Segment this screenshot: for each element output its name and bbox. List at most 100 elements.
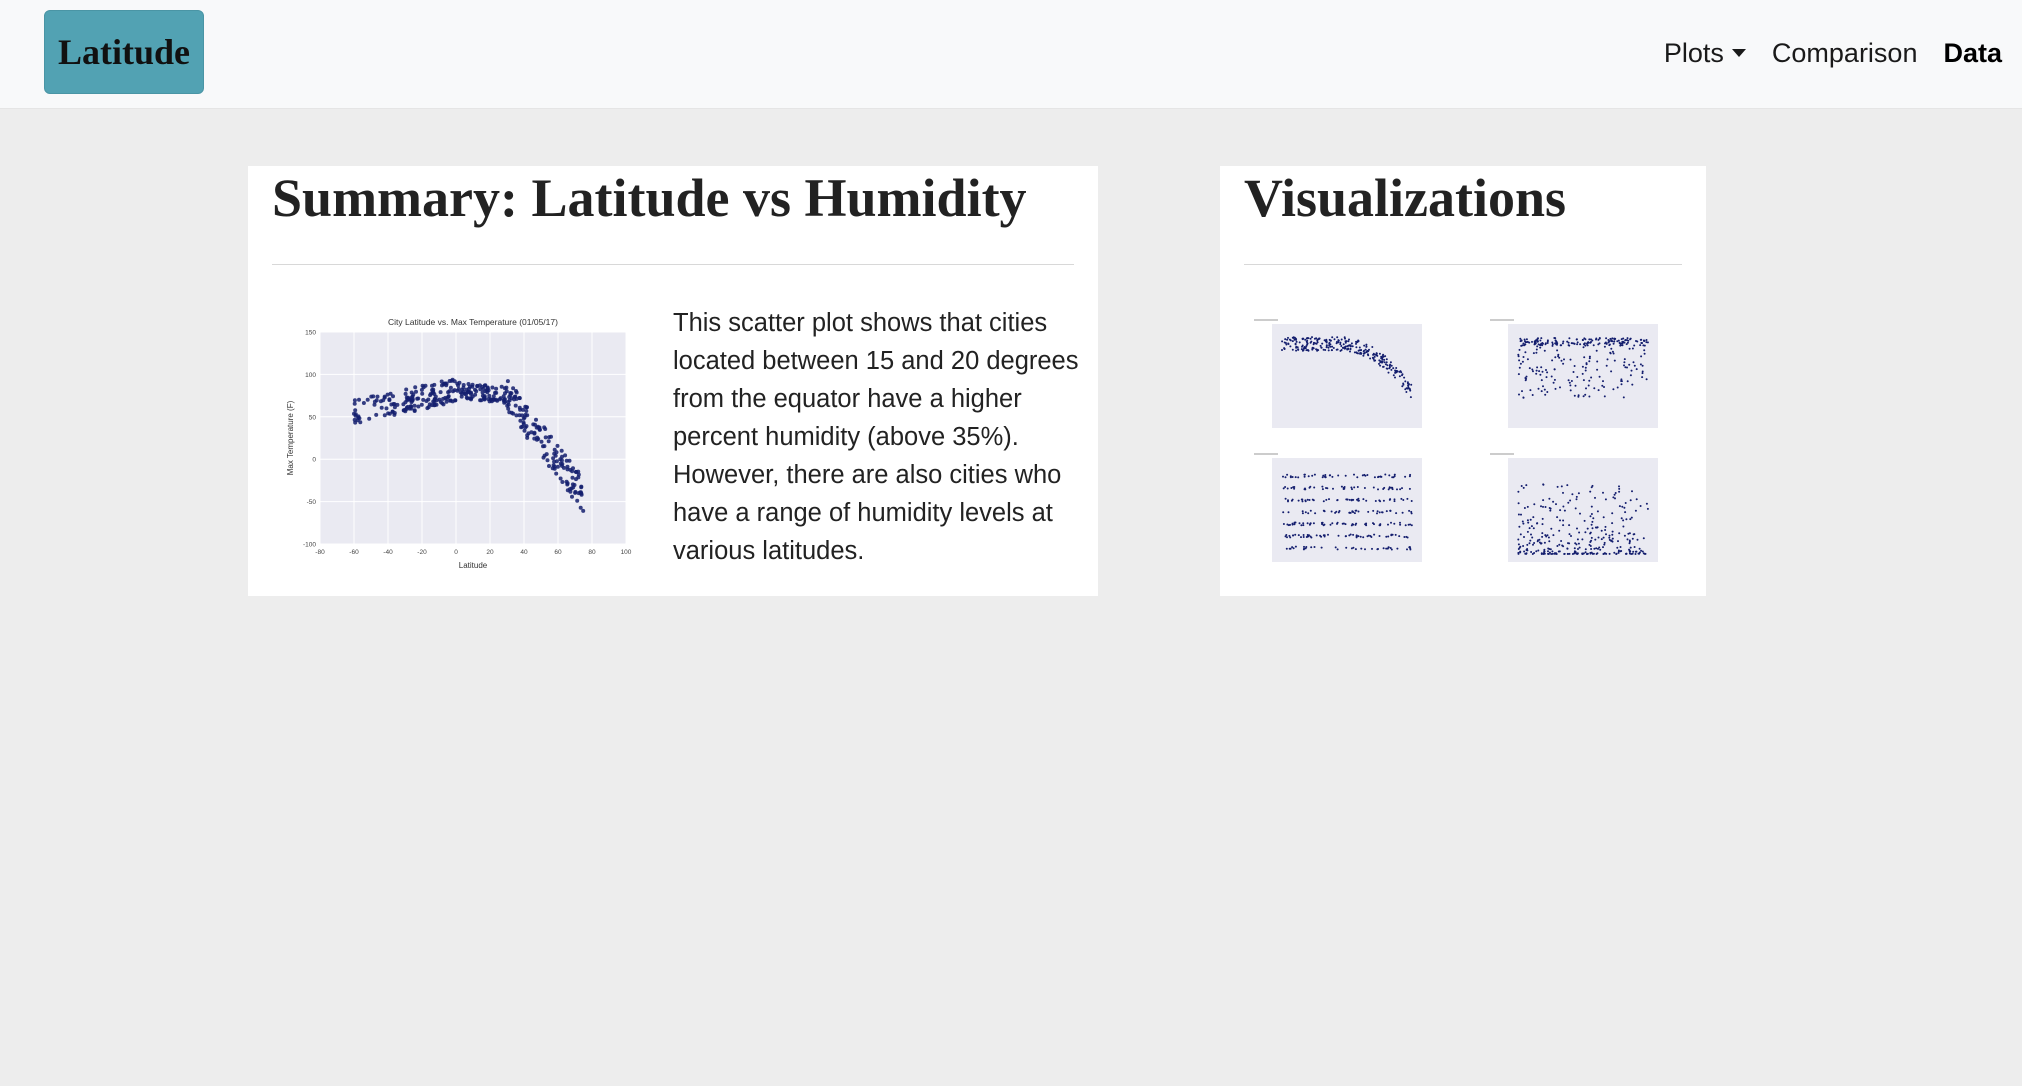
thumbnail-point [1518, 546, 1521, 549]
thumbnail-point [1629, 374, 1632, 377]
scatter-point [520, 424, 525, 429]
scatter-point [402, 408, 406, 413]
thumbnail-point [1357, 499, 1360, 502]
scatter-point [485, 385, 490, 390]
thumbnail-point [1519, 362, 1522, 365]
thumbnail-point [1590, 505, 1593, 508]
thumbnail-point [1624, 552, 1627, 555]
thumbnail-max-temperature-plot[interactable] [1246, 308, 1446, 438]
thumbnail-point [1324, 474, 1327, 476]
thumbnail-point [1633, 344, 1636, 347]
thumbnail-point [1304, 338, 1307, 341]
thumbnail-point [1290, 499, 1293, 502]
nav-plots-dropdown[interactable]: Plots [1664, 38, 1746, 69]
thumbnail-wind-speed-plot[interactable] [1482, 442, 1682, 572]
thumbnail-point [1342, 522, 1345, 525]
thumbnail-cloudiness-plot[interactable] [1246, 442, 1446, 572]
thumbnail-point [1632, 361, 1635, 364]
thumbnail-point [1584, 344, 1587, 347]
thumbnail-point [1302, 536, 1305, 538]
thumbnail-point [1362, 354, 1365, 357]
thumbnail-point [1366, 535, 1369, 538]
thumbnail-point [1328, 474, 1331, 477]
thumbnail-point [1579, 512, 1581, 515]
thumbnail-point [1590, 536, 1593, 539]
thumbnail-point [1530, 533, 1532, 536]
thumbnail-point [1575, 543, 1578, 546]
thumbnail-point [1307, 512, 1310, 515]
scatter-point [451, 389, 455, 394]
thumbnail-point [1620, 517, 1623, 520]
x-tick-label: -20 [417, 549, 427, 556]
latitude-temperature-scatter-plot[interactable]: City Latitude vs. Max Temperature (01/05… [284, 316, 650, 572]
thumbnail-point [1523, 550, 1526, 553]
thumbnail-point [1550, 527, 1553, 530]
thumbnail-point [1348, 344, 1351, 347]
thumbnail-point [1546, 339, 1549, 342]
thumbnail-point [1325, 498, 1328, 501]
scatter-point [514, 389, 518, 393]
thumbnail-point [1289, 345, 1292, 348]
scatter-point [574, 477, 578, 482]
thumbnail-point [1395, 367, 1398, 369]
thumbnail-point [1390, 364, 1393, 367]
thumbnail-point [1628, 542, 1631, 545]
thumbnail-point [1286, 338, 1289, 341]
thumbnail-point [1386, 364, 1389, 367]
thumbnail-point [1521, 390, 1523, 393]
scatter-point [352, 398, 357, 403]
thumbnail-humidity-plot[interactable] [1482, 308, 1682, 438]
scatter-point [555, 464, 560, 469]
thumbnail-point [1614, 497, 1616, 500]
thumbnail-point [1300, 536, 1302, 539]
thumbnail-point [1387, 488, 1390, 491]
scatter-point [372, 399, 377, 404]
scatter-point [581, 508, 586, 513]
brand-logo-button[interactable]: Latitude [44, 10, 204, 94]
thumbnail-point [1544, 393, 1547, 396]
thumbnail-point [1608, 340, 1610, 343]
thumbnail-point [1630, 369, 1633, 372]
thumbnail-point [1584, 393, 1587, 396]
thumbnail-point [1291, 340, 1294, 343]
thumbnail-point [1589, 541, 1592, 543]
chart-title: City Latitude vs. Max Temperature (01/05… [388, 317, 558, 327]
thumbnail-point [1342, 343, 1345, 346]
thumbnail-point [1306, 339, 1309, 342]
thumbnail-point [1545, 376, 1548, 379]
thumbnail-point [1627, 532, 1630, 535]
thumbnail-point [1314, 512, 1317, 515]
thumbnail-point [1395, 512, 1398, 515]
thumbnail-point [1329, 345, 1332, 348]
nav-data-link[interactable]: Data [1943, 37, 2002, 68]
nav-comparison-link[interactable]: Comparison [1771, 37, 1918, 68]
thumbnail-point [1288, 547, 1291, 550]
thumbnail-point [1551, 550, 1554, 553]
thumbnail-point [1611, 537, 1614, 540]
thumbnail-point [1303, 547, 1306, 550]
scatter-point [469, 397, 473, 402]
thumbnail-point [1635, 368, 1638, 371]
thumbnail-point [1617, 540, 1619, 543]
thumbnail-point [1563, 509, 1566, 512]
thumbnail-point [1588, 360, 1591, 363]
thumbnail-point [1568, 337, 1571, 340]
thumbnail-point [1558, 543, 1561, 546]
thumbnail-point [1623, 358, 1626, 361]
thumbnail-point [1333, 338, 1336, 341]
thumbnail-point [1302, 522, 1305, 525]
thumbnail-point [1585, 342, 1588, 345]
thumbnail-point [1282, 487, 1285, 490]
thumbnail-point [1387, 535, 1390, 538]
thumbnail-point [1614, 492, 1617, 494]
thumbnail-point [1294, 476, 1297, 479]
thumbnail-point [1405, 535, 1408, 538]
thumbnail-point [1521, 360, 1524, 363]
scatter-point [355, 418, 360, 423]
scatter-point [555, 443, 560, 448]
thumbnail-point [1305, 536, 1308, 538]
thumbnail-point [1646, 507, 1649, 510]
thumbnail-point [1302, 534, 1305, 536]
thumbnail-point [1559, 344, 1562, 347]
thumbnail-point [1573, 365, 1576, 367]
